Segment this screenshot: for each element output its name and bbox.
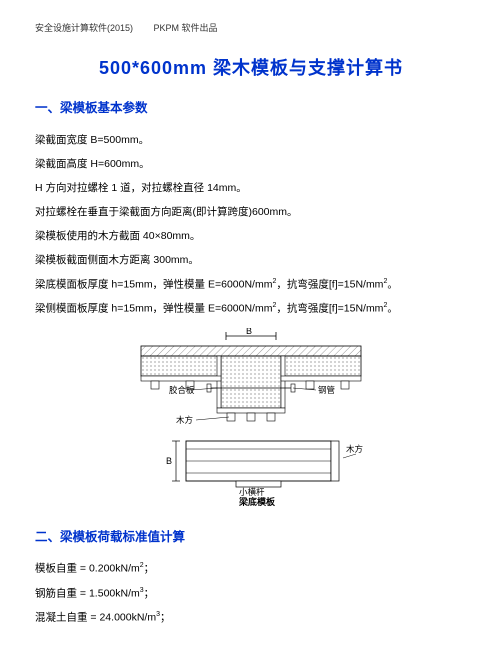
load-line: 钢筋自重 = 1.500kN/m3；: [35, 584, 467, 604]
label-small-beam: 小横杆: [239, 487, 265, 497]
param-line: 梁模板使用的木方截面 40×80mm。: [35, 227, 467, 247]
param-line: 梁模板截面侧面木方距离 300mm。: [35, 251, 467, 271]
label-wood-upper: 木方: [176, 415, 193, 425]
param-line: 梁截面宽度 B=500mm。: [35, 131, 467, 151]
page-header: 安全设施计算软件(2015) PKPM 软件出品: [35, 20, 467, 37]
header-left: 安全设施计算软件(2015): [35, 23, 133, 33]
param-line-formula: 梁底模面板厚度 h=15mm，弹性模量 E=6000N/mm2，抗弯强度[f]=…: [35, 275, 467, 295]
section2-heading: 二、梁模板荷载标准值计算: [35, 526, 467, 550]
param-line: 对拉螺栓在垂直于梁截面方向距离(即计算跨度)600mm。: [35, 203, 467, 223]
label-steel: 钢管: [318, 385, 335, 395]
label-plywood: 胶合板: [169, 385, 195, 395]
load-line: 混凝土自重 = 24.000kN/m3；: [35, 608, 467, 628]
header-right: PKPM 软件出品: [154, 23, 218, 33]
beam-diagram: B 胶合板 钢管 木方: [121, 328, 381, 508]
param-line: H 方向对拉螺栓 1 道，对拉螺栓直径 14mm。: [35, 179, 467, 199]
label-wood-lower: 木方: [346, 444, 363, 454]
param-line-formula: 梁侧模面板厚度 h=15mm，弹性模量 E=6000N/mm2，抗弯强度[f]=…: [35, 299, 467, 319]
label-bottom: 梁底模板: [238, 496, 276, 507]
dim-label-b: B: [246, 328, 252, 336]
load-line: 模板自重 = 0.200kN/m2；: [35, 559, 467, 579]
param-line: 梁截面高度 H=600mm。: [35, 155, 467, 175]
dim-label-b2: B: [166, 456, 172, 466]
section1-heading: 一、梁模板基本参数: [35, 97, 467, 121]
document-title: 500*600mm 梁木模板与支撑计算书: [35, 51, 467, 85]
